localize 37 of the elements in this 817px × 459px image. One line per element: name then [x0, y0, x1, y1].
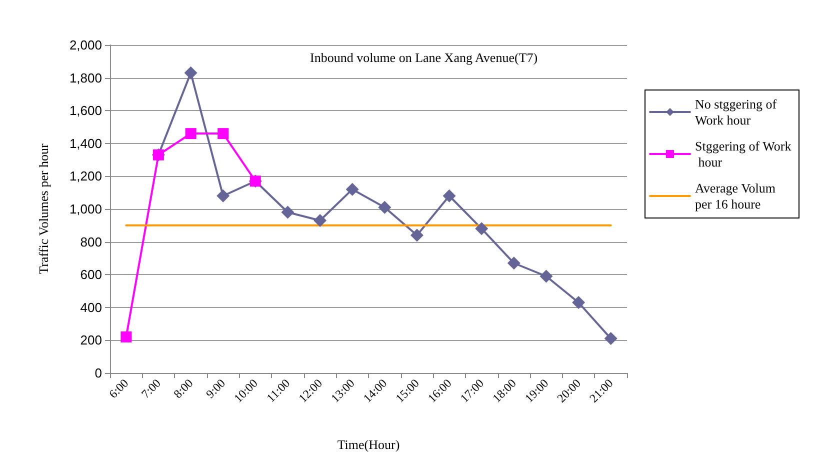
point — [281, 206, 294, 219]
point — [120, 331, 132, 342]
point — [184, 66, 198, 80]
y-tick-label: 2,000 — [69, 38, 102, 52]
chart-title: Inbound volume on Lane Xang Avenue(T7) — [310, 50, 538, 65]
x-axis-title: Time(Hour) — [337, 437, 400, 452]
point — [442, 189, 456, 202]
y-tick-label: 1,200 — [69, 168, 102, 184]
point — [314, 214, 327, 227]
y-tick-label: 1,800 — [69, 70, 102, 86]
y-tick-label: 1,000 — [69, 202, 102, 216]
legend-label: Average Volum per 16 houre — [695, 180, 779, 212]
y-tick-label: 1,600 — [69, 103, 102, 118]
point — [216, 189, 230, 202]
point — [507, 256, 520, 270]
point — [185, 128, 196, 140]
x-tick-label: 7:00 — [138, 376, 164, 402]
point — [410, 228, 424, 242]
point — [218, 128, 229, 140]
x-tick-label: 6:00 — [106, 376, 132, 402]
point — [378, 200, 392, 214]
legend-label: No stggering of Work hour — [695, 96, 780, 128]
point — [346, 182, 359, 196]
x-tick-label: 8:00 — [170, 376, 196, 402]
point — [540, 270, 553, 283]
y-axis-title: Traffic Volumes per hour — [36, 143, 51, 274]
y-tick-label: 0 — [94, 366, 102, 380]
y-tick-label: 600 — [80, 267, 102, 282]
legend-label: Stggering of Work hour — [695, 138, 792, 170]
point — [604, 332, 618, 346]
y-tick-label: 800 — [80, 234, 102, 250]
point — [572, 296, 586, 309]
point — [475, 222, 488, 236]
y-tick-label: 200 — [80, 332, 102, 348]
y-tick-label: 1,400 — [69, 136, 102, 151]
y-tick-label: 400 — [80, 300, 102, 315]
x-tick-label: 9:00 — [203, 376, 228, 402]
